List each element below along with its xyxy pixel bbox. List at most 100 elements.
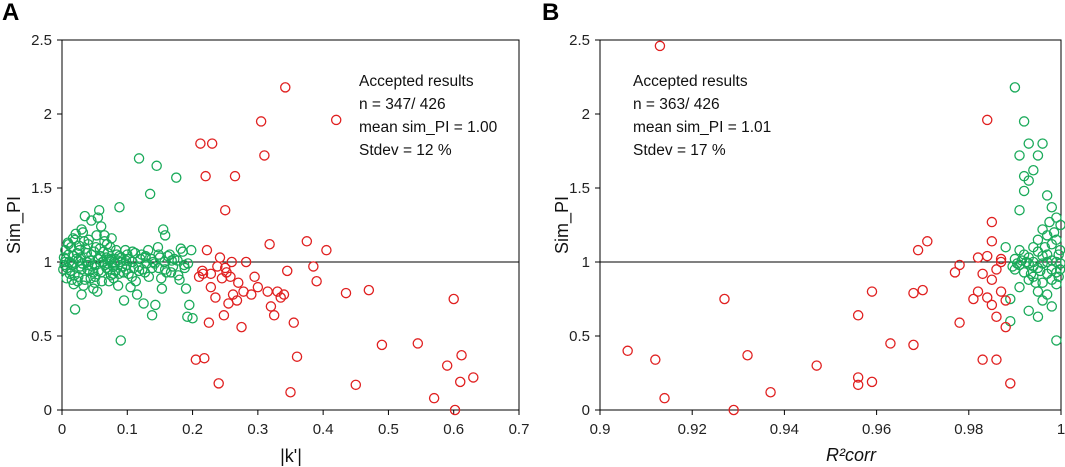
- panel-a-point-accepted: [92, 212, 104, 223]
- panel-a-x-tick-label: 0.2: [182, 421, 203, 438]
- panel-b-point-rejected: [995, 286, 1007, 297]
- panel-b-point-rejected: [912, 244, 924, 256]
- panel-a-annotation-line-1: Accepted results: [359, 73, 474, 90]
- panel-a-point-rejected: [195, 138, 206, 149]
- panel-a-point-accepted: [155, 273, 167, 284]
- panel-b-point-rejected: [977, 268, 988, 280]
- panel-a-point-accepted: [172, 270, 184, 281]
- panel-a-point-rejected: [229, 170, 241, 182]
- panel-a-point-rejected: [213, 378, 224, 389]
- panel-a-point-rejected: [190, 354, 202, 365]
- panel-a-point-rejected: [214, 252, 226, 263]
- panel-a-point-accepted: [159, 256, 170, 268]
- panel-b-point-accepted: [1028, 164, 1039, 176]
- panel-a-point-accepted: [92, 286, 103, 297]
- panel-a-point-accepted: [125, 281, 136, 293]
- panel-a-y-axis-title: Sim_PI: [4, 196, 25, 254]
- panel-b-point-accepted: [1041, 190, 1053, 201]
- panel-a-point-rejected: [301, 236, 313, 247]
- panel-a-point-accepted: [172, 255, 183, 266]
- panel-a-y-tick-label: 0: [44, 402, 52, 419]
- panel-a-point-accepted: [133, 261, 144, 272]
- panel-b-point-rejected: [986, 274, 998, 286]
- panel-b-point-accepted: [1046, 301, 1058, 312]
- panel-b-point-rejected: [811, 360, 822, 371]
- panel-a-point-rejected: [376, 339, 388, 351]
- panel-a-point-accepted: [60, 253, 72, 265]
- panel-a-point-accepted: [99, 236, 110, 247]
- panel-a-point-rejected: [412, 338, 424, 349]
- panel-a-point-accepted: [74, 244, 85, 256]
- panel-a-point-accepted: [144, 188, 156, 200]
- panel-b-y-tick-label: 2.5: [569, 32, 590, 49]
- panel-a-point-accepted: [85, 273, 96, 284]
- panel-b-point-rejected: [949, 267, 961, 278]
- panel-b-point-rejected: [1005, 378, 1016, 389]
- panel-a-point-rejected: [246, 289, 257, 300]
- panel-b-x-tick-label: 1: [1057, 421, 1065, 438]
- panel-b-point-rejected: [866, 286, 878, 297]
- panel-a-point-accepted: [175, 243, 187, 254]
- panel-b-point-rejected: [728, 404, 739, 416]
- panel-a-point-rejected: [206, 138, 218, 149]
- panel-b-y-tick-label: 1.5: [569, 180, 590, 197]
- panel-a-point-accepted: [156, 283, 168, 294]
- panel-a-point-accepted: [133, 153, 145, 164]
- panel-a-point-accepted: [113, 268, 125, 280]
- panel-a-point-accepted: [70, 228, 81, 240]
- panel-b-point-accepted: [1051, 234, 1062, 246]
- panel-a-point-rejected: [236, 321, 247, 333]
- panel-a-point-rejected: [288, 317, 300, 328]
- panel-a-point-rejected: [197, 268, 209, 280]
- panel-a-x-ticks: 0 0.1 0.2 0.3 0.4 0.5 0.6 0.7: [58, 410, 529, 438]
- panel-a-point-rejected: [350, 379, 362, 391]
- panel-a-point-rejected: [218, 310, 230, 321]
- panel-b-point-accepted: [1007, 261, 1018, 272]
- panel-b-point-rejected: [654, 40, 666, 52]
- panel-a-point-accepted: [58, 252, 70, 263]
- panel-a-x-tick-label: 0.3: [247, 421, 268, 438]
- panel-b-point-accepted: [1046, 274, 1058, 286]
- panel-b-point-accepted: [1051, 335, 1062, 346]
- panel-b-point-rejected: [954, 259, 965, 271]
- panel-a-y-tick-label: 1.5: [31, 180, 52, 197]
- panel-a-point-rejected: [210, 292, 221, 303]
- panel-a-point-rejected: [454, 376, 466, 388]
- panel-a-point-accepted: [102, 258, 113, 269]
- panel-a-point-accepted: [123, 253, 135, 265]
- panel-a-point-accepted: [142, 244, 154, 256]
- panel-a-plot-frame: [61, 39, 520, 411]
- panel-b-point-accepted: [1039, 241, 1051, 253]
- panel-a-annotation-line-3: mean sim_PI = 1.00: [359, 119, 498, 136]
- panel-b-point-accepted: [1023, 138, 1034, 149]
- panel-b-point-accepted: [1014, 150, 1025, 161]
- panel-b-point-accepted: [1030, 277, 1041, 288]
- panel-b-point-rejected: [991, 311, 1002, 323]
- panel-a-point-accepted: [86, 215, 97, 226]
- panel-a-point-accepted: [78, 236, 90, 247]
- panel-b-x-tick-label: 0.92: [678, 421, 707, 438]
- panel-a-point-accepted: [146, 310, 158, 321]
- panel-a-point-accepted: [58, 264, 69, 275]
- panel-a-point-accepted: [91, 230, 102, 241]
- panel-b-plot-frame: [599, 39, 1062, 411]
- panel-a-point-accepted: [186, 244, 197, 256]
- panel-b-point-accepted: [1023, 305, 1034, 317]
- panel-b-point-rejected: [981, 114, 993, 126]
- panel-a-point-accepted: [114, 256, 126, 268]
- panel-a-point-accepted: [83, 234, 95, 246]
- panel-a-point-rejected: [278, 289, 290, 300]
- panel-b-point-accepted: [1000, 241, 1011, 253]
- panel-a-point-accepted: [114, 201, 125, 213]
- panel-b-point-rejected: [1000, 295, 1011, 306]
- panel-b-point-rejected: [981, 250, 993, 262]
- panel-a-point-rejected: [212, 261, 223, 272]
- panel-b-point-rejected: [742, 349, 753, 361]
- panel-a-point-rejected: [281, 265, 293, 277]
- panel-a-point-rejected: [219, 262, 231, 274]
- panel-a-x-tick-label: 0.6: [443, 421, 464, 438]
- panel-b-point-accepted: [1032, 234, 1044, 246]
- panel-b-point-accepted: [1055, 258, 1065, 269]
- panel-b-y-tick-label: 0.5: [569, 328, 590, 345]
